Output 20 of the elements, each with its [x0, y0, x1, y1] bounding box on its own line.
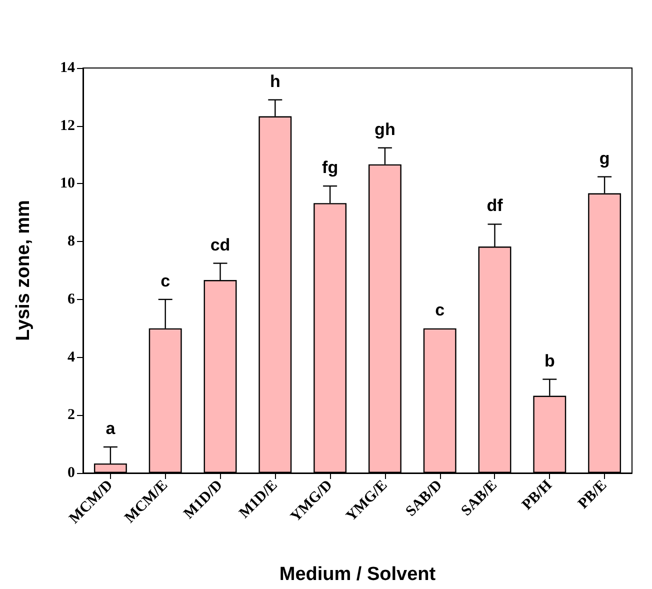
annotation: a — [106, 418, 116, 438]
y-tick-label: 12 — [60, 118, 75, 134]
annotation: fg — [322, 158, 338, 178]
y-tick-label: 0 — [68, 465, 75, 481]
y-tick-label: 10 — [60, 176, 75, 192]
annotation: cd — [210, 235, 230, 254]
y-axis-title: Lysis zone, mm — [13, 200, 34, 341]
annotation: gh — [374, 120, 396, 139]
annotation: c — [435, 300, 445, 320]
y-tick-label: 2 — [68, 407, 75, 424]
y-tick-label: 4 — [68, 349, 76, 366]
annotation: b — [544, 351, 555, 370]
annotation: df — [486, 196, 504, 216]
y-tick-label: 14 — [60, 60, 76, 76]
annotation: c — [160, 271, 170, 290]
y-tick-label: 8 — [68, 234, 75, 250]
annotation: g — [599, 148, 610, 168]
annotation: h — [270, 72, 280, 91]
x-axis-title: Medium / Solvent — [279, 564, 436, 585]
y-tick-label: 6 — [68, 291, 76, 308]
